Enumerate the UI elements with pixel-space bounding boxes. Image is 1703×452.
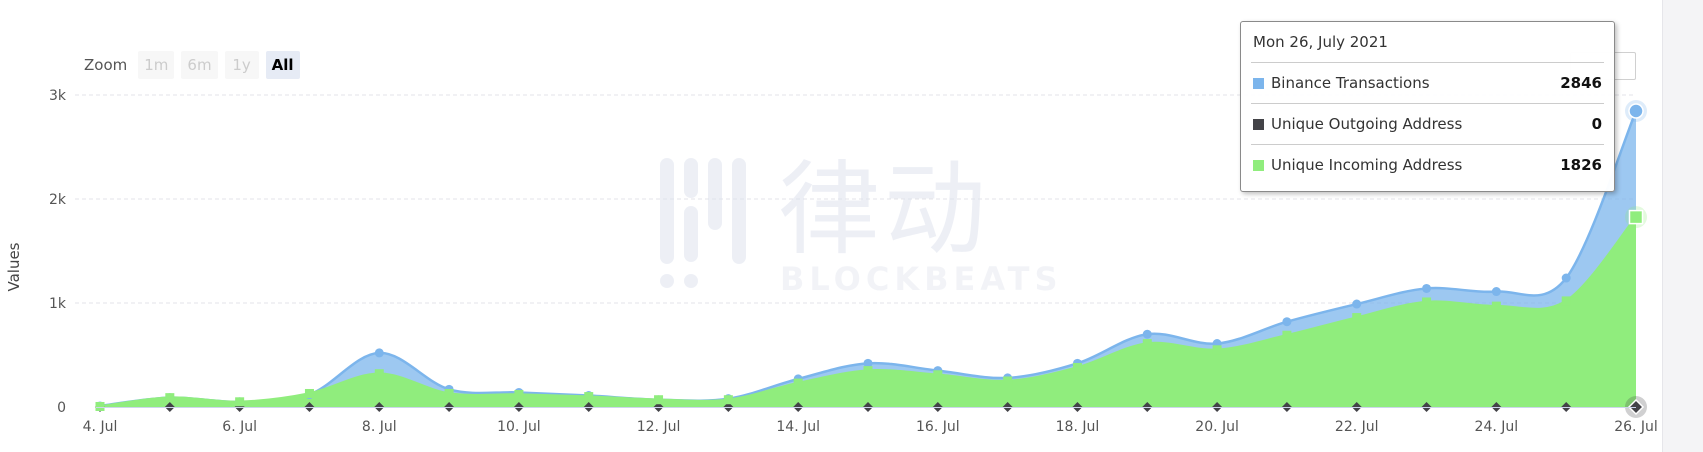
right-scroll-strip[interactable] <box>1662 0 1703 452</box>
point-unique-incoming <box>165 393 175 403</box>
point-unique-incoming-highlight <box>1628 209 1644 225</box>
point-binance-transactions <box>1282 317 1292 327</box>
point-unique-incoming <box>1282 330 1292 340</box>
x-tick-label: 8. Jul <box>362 419 397 435</box>
tooltip-series-name: Unique Incoming Address <box>1271 156 1463 174</box>
point-unique-incoming <box>304 388 314 398</box>
axes: 0 1k 2k 3k 4. Jul 6. Jul 8. Jul 10. Jul 12. Jul 1… <box>49 88 1658 435</box>
tooltip-series-value: 1826 <box>1560 156 1602 174</box>
tooltip-row-binance-transactions: Binance Transactions 2846 <box>1251 63 1604 104</box>
point-unique-incoming <box>235 397 245 407</box>
x-tick-label: 10. Jul <box>497 419 541 435</box>
zoom-button-1m[interactable]: 1m <box>138 51 175 79</box>
x-tick-label: 22. Jul <box>1335 419 1379 435</box>
point-unique-incoming <box>1352 313 1362 323</box>
watermark-en-text: BLOCKBEATS <box>780 260 1063 298</box>
y-tick-label: 3k <box>49 88 67 104</box>
series-area <box>100 217 1636 407</box>
x-tick-label: 24. Jul <box>1475 419 1519 435</box>
tooltip-series-name: Binance Transactions <box>1271 74 1430 92</box>
point-unique-incoming <box>1491 301 1501 311</box>
point-unique-incoming <box>723 395 733 405</box>
y-tick-label: 2k <box>49 192 67 208</box>
point-binance-transactions <box>374 348 384 358</box>
legend-swatch-icon <box>1253 118 1264 130</box>
x-tick-label: 18. Jul <box>1056 419 1100 435</box>
zoom-button-all[interactable]: All <box>265 51 300 79</box>
point-unique-incoming <box>584 392 594 402</box>
point-binance-transactions <box>863 358 873 368</box>
tooltip-series-name: Unique Outgoing Address <box>1271 115 1463 133</box>
y-tick-label: 0 <box>57 400 66 416</box>
tooltip-row-unique-outgoing: Unique Outgoing Address 0 <box>1251 104 1604 145</box>
x-tick-label: 26. Jul <box>1614 419 1658 435</box>
zoom-selector: Zoom 1m 6m 1y All <box>84 51 300 79</box>
x-tick-label: 6. Jul <box>222 419 257 435</box>
point-unique-incoming <box>95 401 105 411</box>
point-unique-incoming <box>444 388 454 398</box>
point-binance-transactions <box>1491 287 1501 297</box>
tooltip-series-value: 0 <box>1591 115 1602 133</box>
point-unique-incoming <box>654 395 664 405</box>
point-unique-incoming <box>1142 339 1152 349</box>
chart-tooltip: Mon 26, July 2021 Binance Transactions 2… <box>1240 21 1615 192</box>
y-axis-title: Values <box>5 242 23 292</box>
watermark-cn-text: 律动 <box>778 151 990 270</box>
point-unique-incoming <box>1212 345 1222 355</box>
point-unique-incoming <box>1003 376 1013 386</box>
watermark-logo-icon <box>660 156 760 296</box>
tooltip-row-unique-incoming: Unique Incoming Address 1826 <box>1251 145 1604 185</box>
point-unique-incoming <box>1561 296 1571 306</box>
point-unique-incoming <box>933 370 943 380</box>
point-binance-transactions <box>1561 273 1571 283</box>
zoom-button-1y[interactable]: 1y <box>224 51 259 79</box>
legend-swatch-icon <box>1253 77 1264 89</box>
point-unique-incoming <box>514 390 524 400</box>
legend-swatch-icon <box>1253 159 1264 171</box>
x-tick-label: 12. Jul <box>637 419 681 435</box>
point-binance-transactions <box>1142 329 1152 339</box>
tooltip-date: Mon 26, July 2021 <box>1251 22 1604 63</box>
zoom-label: Zoom <box>84 56 128 74</box>
series-line <box>99 110 1638 408</box>
y-tick-label: 1k <box>49 296 67 312</box>
point-unique-incoming <box>1422 297 1432 307</box>
tooltip-series-value: 2846 <box>1560 74 1602 92</box>
blockbeats-watermark: 律动 BLOCKBEATS <box>660 151 1058 298</box>
x-tick-label: 20. Jul <box>1195 419 1239 435</box>
x-tick-label: 14. Jul <box>776 419 820 435</box>
point-binance-transactions-highlight <box>1628 103 1644 119</box>
x-tick-label: 4. Jul <box>83 419 118 435</box>
zoom-button-6m[interactable]: 6m <box>181 51 218 79</box>
point-binance-transactions <box>1352 299 1362 309</box>
point-unique-incoming <box>374 369 384 379</box>
point-unique-incoming <box>1072 362 1082 372</box>
x-tick-label: 16. Jul <box>916 419 960 435</box>
grid-lines <box>75 94 1636 304</box>
point-unique-incoming <box>793 378 803 388</box>
point-binance-transactions <box>1422 283 1432 293</box>
point-unique-incoming <box>863 366 873 376</box>
